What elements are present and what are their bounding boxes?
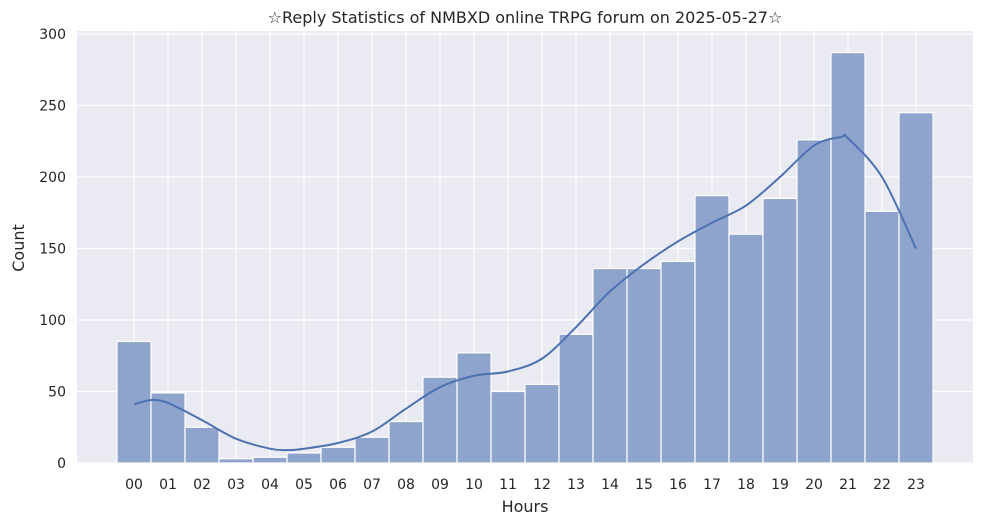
- y-tick-label: 150: [39, 242, 66, 258]
- x-tick-label: 21: [839, 477, 857, 493]
- bar-18: [728, 233, 764, 464]
- x-tick-label: 10: [465, 477, 483, 493]
- x-tick-label: 02: [193, 477, 211, 493]
- x-tick-label: 15: [635, 477, 653, 493]
- chart-title: ☆Reply Statistics of NMBXD online TRPG f…: [268, 8, 783, 27]
- y-tick-label: 200: [39, 170, 66, 186]
- x-tick-label: 20: [805, 477, 823, 493]
- x-tick-label: 03: [227, 477, 245, 493]
- x-tick-label: 23: [907, 477, 925, 493]
- bar-21: [830, 51, 866, 464]
- x-tick-labels: 00 01 02 03 04 05 06 07 08 09 10 11 12 13 14 15 16 17 18 19…: [125, 477, 925, 493]
- x-tick-label: 05: [295, 477, 313, 493]
- bar-13: [558, 333, 594, 464]
- y-tick-label: 100: [39, 313, 66, 329]
- bar-00: [116, 340, 152, 464]
- bar-04: [252, 456, 288, 464]
- x-tick-label: 19: [771, 477, 789, 493]
- bar-23: [898, 112, 934, 464]
- x-tick-label: 07: [363, 477, 381, 493]
- x-tick-label: 01: [159, 477, 177, 493]
- x-axis-label: Hours: [502, 497, 549, 516]
- x-tick-label: 18: [737, 477, 755, 493]
- x-tick-label: 11: [499, 477, 517, 493]
- x-tick-label: 16: [669, 477, 687, 493]
- x-tick-label: 22: [873, 477, 891, 493]
- kde-line: [133, 133, 917, 452]
- y-tick-label: 250: [39, 99, 66, 115]
- bar-12: [524, 383, 560, 464]
- bar-20: [796, 139, 832, 464]
- x-tick-label: 14: [601, 477, 619, 493]
- bar-17: [694, 194, 730, 464]
- bar-16: [660, 260, 696, 464]
- y-tick-labels: 0 50 100 150 200 250 300: [39, 27, 66, 472]
- bar-19: [762, 197, 798, 464]
- bar-05: [286, 452, 322, 464]
- x-tick-label: 04: [261, 477, 279, 493]
- bar-11: [490, 390, 526, 464]
- bar-10: [456, 352, 492, 464]
- x-tick-label: 00: [125, 477, 143, 493]
- y-tick-label: 0: [57, 456, 66, 472]
- bar-01: [150, 392, 186, 464]
- bar-14: [592, 267, 628, 464]
- x-tick-label: 13: [567, 477, 585, 493]
- bars: [116, 51, 934, 464]
- x-tick-label: 08: [397, 477, 415, 493]
- bar-02: [184, 426, 220, 464]
- bar-08: [388, 420, 424, 464]
- y-tick-label: 300: [39, 27, 66, 43]
- bar-15: [626, 267, 662, 464]
- x-tick-label: 06: [329, 477, 347, 493]
- bar-09: [422, 376, 458, 464]
- bar-06: [320, 446, 356, 464]
- y-axis-label: Count: [9, 224, 28, 272]
- x-tick-label: 12: [533, 477, 551, 493]
- x-tick-label: 09: [431, 477, 449, 493]
- bar-07: [354, 436, 390, 464]
- y-tick-label: 50: [48, 385, 66, 401]
- bar-03: [218, 458, 254, 464]
- x-tick-label: 17: [703, 477, 721, 493]
- bar-22: [864, 210, 900, 464]
